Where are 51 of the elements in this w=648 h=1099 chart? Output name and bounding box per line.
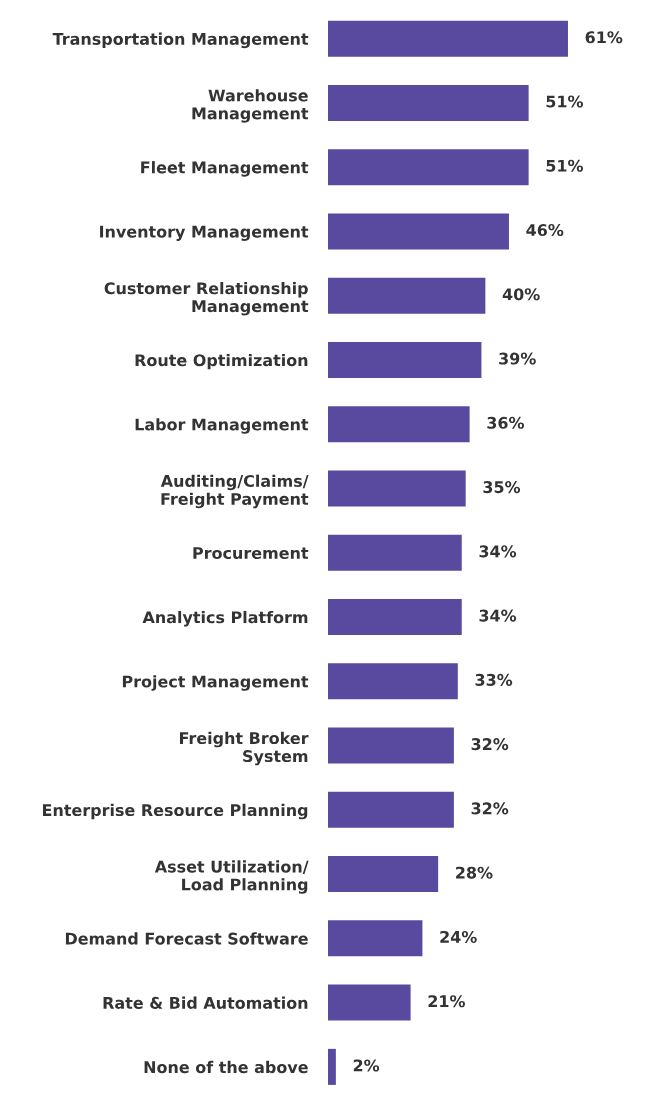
bar (328, 149, 529, 186)
bar (328, 856, 439, 893)
bar (328, 534, 462, 571)
bar (328, 1048, 336, 1085)
y-tick-label: Asset Utilization/ Load Planning (154, 860, 309, 894)
bar (328, 470, 466, 507)
y-tick-label: Project Management (122, 675, 309, 691)
data-label: 24% (440, 930, 477, 943)
data-label: 32% (471, 802, 509, 815)
y-tick-label: Labor Management (135, 418, 309, 434)
data-label: 33% (475, 673, 513, 686)
data-label: 32% (471, 738, 509, 751)
data-label: 36% (487, 416, 525, 429)
bar (328, 277, 486, 314)
y-tick-label: Route Optimization (135, 353, 308, 370)
bar (328, 341, 482, 378)
data-label: 34% (479, 545, 517, 558)
y-tick-label: Fleet Management (141, 161, 309, 177)
y-tick-label: Warehouse Management (192, 89, 309, 123)
bar (328, 791, 454, 828)
bar (328, 20, 568, 57)
y-tick-label: Demand Forecast Software (65, 932, 308, 945)
data-label: 21% (428, 995, 465, 1008)
y-tick-label: Transportation Management (52, 32, 309, 49)
data-label: 34% (479, 609, 517, 622)
data-label: 39% (499, 352, 536, 365)
bar (328, 599, 462, 636)
bar (328, 406, 470, 443)
data-label: 40% (502, 288, 540, 301)
data-label: 51% (546, 159, 584, 172)
data-label: 61% (585, 31, 623, 44)
y-tick-label: Freight Broker System (180, 731, 309, 766)
bar (328, 920, 423, 957)
y-tick-label: None of the above (144, 1060, 308, 1074)
bar (328, 84, 529, 121)
data-label: 35% (483, 481, 521, 494)
y-tick-label: Procurement (193, 547, 309, 560)
y-tick-label: Inventory Management (100, 225, 309, 241)
data-label: 2% (353, 1059, 380, 1072)
y-tick-label: Auditing/Claims/ Freight Payment (160, 474, 309, 509)
bar (328, 727, 454, 764)
y-tick-label: Rate & Bid Automation (103, 996, 308, 1009)
bar (328, 213, 509, 250)
y-tick-label: Analytics Platform (142, 610, 308, 627)
data-label: 51% (546, 95, 584, 108)
y-tick-label: Customer Relationship Management (104, 281, 309, 316)
y-tick-label: Enterprise Resource Planning (43, 803, 308, 820)
bar (328, 984, 411, 1021)
data-label: 46% (526, 223, 564, 237)
bar (328, 663, 458, 700)
data-label: 28% (456, 866, 493, 879)
